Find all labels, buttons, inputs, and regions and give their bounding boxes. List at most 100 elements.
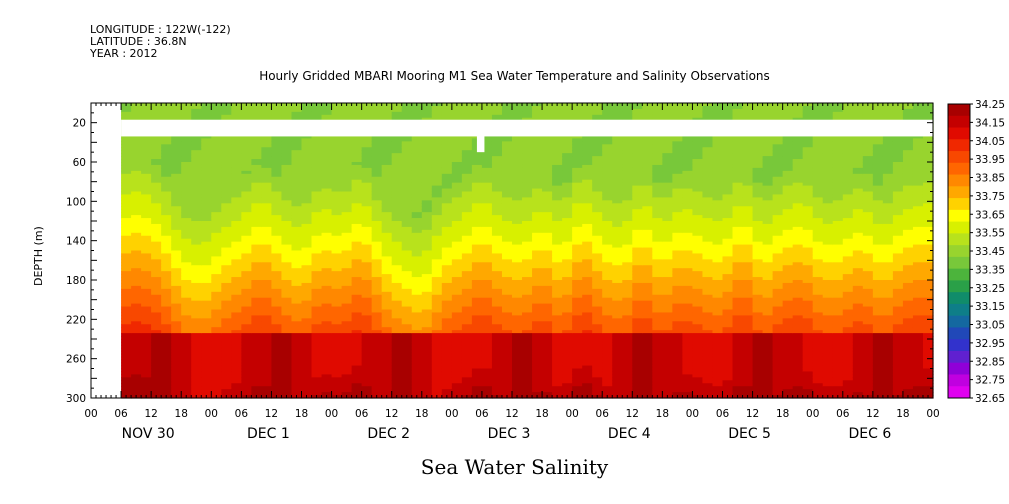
heatmap-cell	[542, 150, 553, 154]
heatmap-cell	[401, 274, 413, 278]
heatmap-cell	[201, 389, 212, 393]
heatmap-cell	[311, 135, 323, 139]
heatmap-cell	[361, 303, 373, 308]
heatmap-cell	[271, 377, 283, 381]
heatmap-cell	[512, 105, 523, 110]
heatmap-cell	[582, 333, 593, 337]
heatmap-cell	[141, 383, 152, 387]
heatmap-cell	[512, 232, 523, 237]
heatmap-cell	[341, 288, 353, 293]
heatmap-cell	[301, 247, 313, 252]
heatmap-cell	[582, 247, 593, 252]
heatmap-cell	[281, 111, 293, 116]
heatmap-cell	[271, 347, 283, 352]
heatmap-cell	[512, 339, 523, 343]
heatmap-cell	[301, 377, 313, 381]
heatmap-cell	[612, 356, 623, 361]
heatmap-cell	[371, 294, 383, 299]
heatmap-cell	[141, 159, 152, 163]
heatmap-cell	[381, 176, 393, 181]
heatmap-cell	[572, 386, 583, 390]
heatmap-cell	[151, 271, 162, 275]
heatmap-cell	[471, 167, 483, 172]
heatmap-cell	[431, 176, 443, 181]
heatmap-cell	[441, 386, 453, 390]
heatmap-cell	[141, 221, 152, 225]
heatmap-cell	[411, 359, 423, 364]
heatmap-cell	[161, 218, 172, 222]
heatmap-cell	[532, 162, 543, 166]
heatmap-cell	[451, 277, 463, 281]
heatmap-cell	[481, 277, 493, 281]
heatmap-cell	[221, 108, 232, 113]
heatmap-cell	[331, 206, 343, 210]
heatmap-cell	[291, 294, 303, 299]
heatmap-cell	[411, 176, 423, 181]
heatmap-cell	[361, 350, 373, 355]
heatmap-cell	[241, 333, 252, 337]
heatmap-cell	[351, 215, 363, 219]
heatmap-cell	[602, 353, 613, 358]
heatmap-cell	[542, 365, 553, 370]
heatmap-cell	[251, 114, 262, 119]
heatmap-cell	[411, 250, 423, 255]
heatmap-cell	[171, 250, 182, 255]
heatmap-cell	[461, 294, 473, 299]
heatmap-cell	[361, 197, 373, 201]
heatmap-cell	[491, 185, 503, 190]
heatmap-cell	[612, 347, 623, 352]
heatmap-cell	[451, 105, 463, 110]
heatmap-cell	[241, 309, 252, 314]
heatmap-cell	[151, 259, 162, 263]
heatmap-cell	[542, 209, 553, 213]
heatmap-cell	[301, 368, 313, 373]
heatmap-cell	[171, 253, 182, 257]
heatmap-cell	[261, 250, 273, 255]
heatmap-cell	[151, 135, 162, 139]
heatmap-cell	[131, 392, 142, 396]
heatmap-cell	[331, 153, 343, 157]
heatmap-cell	[451, 365, 463, 370]
heatmap-cell	[321, 159, 333, 163]
heatmap-cell	[231, 229, 242, 234]
heatmap-cell	[201, 318, 212, 322]
heatmap-cell	[451, 324, 463, 328]
heatmap-cell	[602, 282, 613, 287]
heatmap-cell	[542, 114, 553, 119]
heatmap-cell	[471, 330, 483, 334]
heatmap-cell	[231, 135, 242, 139]
heatmap-cell	[191, 288, 202, 293]
heatmap-cell	[471, 203, 483, 207]
heatmap-cell	[441, 297, 453, 302]
heatmap-cell	[431, 368, 443, 373]
heatmap-cell	[441, 303, 453, 308]
heatmap-cell	[532, 383, 543, 387]
heatmap-cell	[401, 162, 413, 166]
heatmap-cell	[441, 321, 453, 325]
heatmap-cell	[582, 232, 593, 237]
heatmap-cell	[151, 341, 162, 346]
heatmap-cell	[501, 386, 513, 390]
heatmap-cell	[371, 256, 383, 260]
heatmap-cell	[612, 256, 623, 260]
heatmap-cell	[281, 362, 293, 367]
heatmap-cell	[431, 241, 443, 246]
heatmap-cell	[251, 188, 262, 193]
heatmap-cell	[161, 268, 172, 272]
heatmap-cell	[131, 377, 142, 381]
heatmap-cell	[341, 141, 353, 145]
heatmap-cell	[491, 153, 503, 157]
heatmap-cell	[602, 221, 613, 225]
heatmap-cell	[261, 386, 273, 390]
heatmap-cell	[351, 212, 363, 216]
heatmap-cell	[431, 197, 443, 201]
heatmap-cell	[391, 285, 403, 290]
heatmap-cell	[231, 288, 242, 293]
heatmap-cell	[321, 114, 333, 119]
heatmap-cell	[181, 191, 192, 196]
heatmap-cell	[131, 108, 142, 113]
heatmap-cell	[542, 179, 553, 184]
heatmap-cell	[121, 353, 132, 358]
heatmap-cell	[461, 344, 473, 349]
heatmap-cell	[221, 159, 232, 163]
